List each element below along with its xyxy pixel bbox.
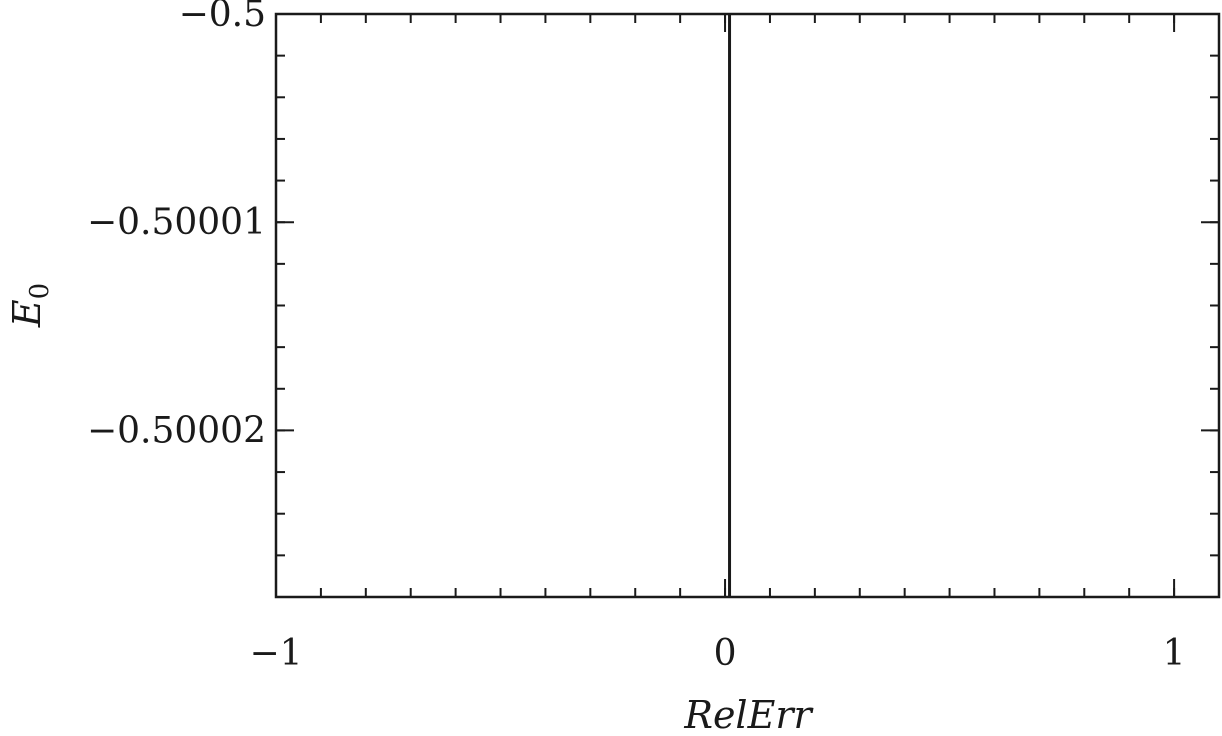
x-tick-label: 0 xyxy=(714,633,737,674)
minor-ticks xyxy=(276,14,1219,597)
x-tick-labels: −1 0 1 xyxy=(249,633,1185,674)
y-axis-title-subscript: 0 xyxy=(25,283,55,300)
y-tick-label: −0.50002 xyxy=(87,410,266,451)
x-tick-label: −1 xyxy=(249,633,302,674)
x-axis-title: RelErr xyxy=(683,693,814,736)
y-tick-label: −0.5 xyxy=(179,0,266,35)
y-axis-title: E0 xyxy=(5,283,55,328)
plot-frame xyxy=(274,12,1221,599)
major-ticks xyxy=(275,13,1219,597)
x-tick-label: 1 xyxy=(1163,633,1186,674)
y-tick-labels: −0.5 −0.50001 −0.50002 xyxy=(87,0,266,451)
y-tick-label: −0.50001 xyxy=(87,202,266,243)
y-axis-title-main: E xyxy=(5,299,49,328)
